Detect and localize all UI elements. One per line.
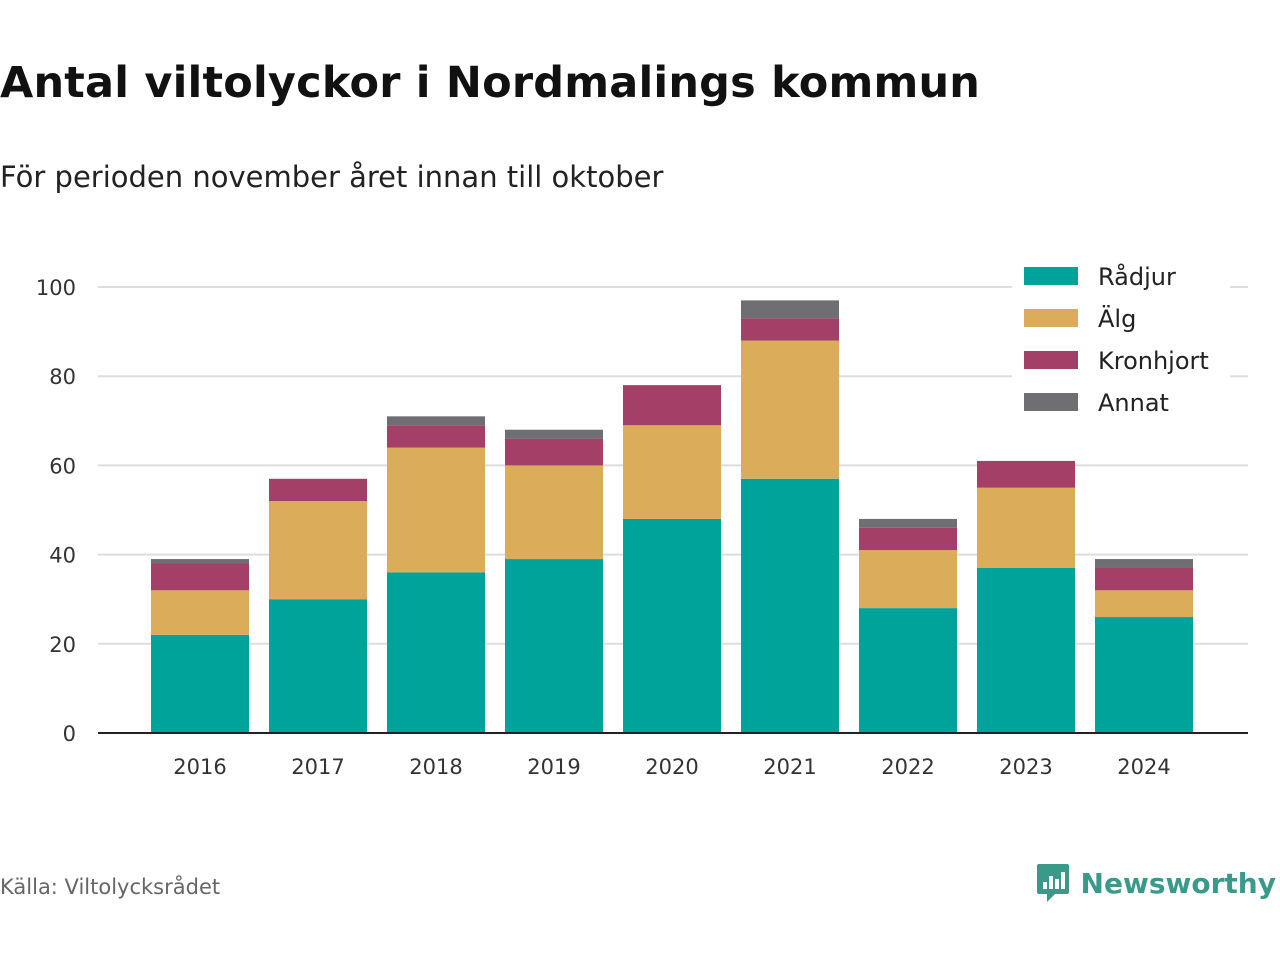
- bar-2016-rådjur: [151, 634, 249, 733]
- y-tick-label: 80: [49, 365, 76, 389]
- x-tick-label: 2017: [291, 755, 344, 779]
- y-tick-label: 100: [36, 276, 76, 300]
- bar-2022-annat: [859, 518, 957, 528]
- bar-2017-rådjur: [269, 599, 367, 733]
- chart-title: Antal viltolyckor i Nordmalings kommun: [0, 58, 981, 108]
- bar-2024-kronhjort: [1095, 567, 1193, 591]
- y-tick-label: 40: [49, 544, 76, 568]
- legend-label-älg: Älg: [1098, 304, 1136, 333]
- legend-swatch-rådjur: [1024, 267, 1078, 285]
- y-axis-ticks: 0 20 40 60 80 100: [36, 276, 76, 746]
- x-tick-label: 2023: [999, 755, 1052, 779]
- x-tick-label: 2022: [881, 755, 934, 779]
- y-tick-label: 60: [49, 454, 76, 478]
- bar-2021-rådjur: [741, 478, 839, 733]
- bar-2019-kronhjort: [505, 438, 603, 466]
- bar-2016-älg: [151, 590, 249, 635]
- bar-2018-rådjur: [387, 572, 485, 733]
- bar-2024-älg: [1095, 590, 1193, 618]
- legend-swatch-älg: [1024, 309, 1078, 327]
- y-tick-label: 0: [63, 722, 76, 746]
- x-tick-label: 2016: [173, 755, 226, 779]
- bar-2024-annat: [1095, 559, 1193, 568]
- legend-swatch-kronhjort: [1024, 351, 1078, 369]
- legend-label-annat: Annat: [1098, 389, 1169, 417]
- bar-2019-älg: [505, 465, 603, 560]
- brand-logo: Newsworthy: [1035, 862, 1276, 904]
- bar-2022-älg: [859, 550, 957, 609]
- bar-2020-älg: [623, 425, 721, 519]
- x-axis-ticks: 2016 2017 2018 2019 2020 2021 2022 2023 2024: [173, 755, 1170, 779]
- bar-2023-rådjur: [977, 567, 1075, 733]
- bar-2018-annat: [387, 416, 485, 426]
- bar-2020-rådjur: [623, 518, 721, 733]
- x-tick-label: 2020: [645, 755, 698, 779]
- bar-2016-annat: [151, 559, 249, 564]
- bar-2021-älg: [741, 340, 839, 479]
- bar-2021-annat: [741, 300, 839, 319]
- y-tick-label: 20: [49, 633, 76, 657]
- legend-label-kronhjort: Kronhjort: [1098, 347, 1209, 375]
- bar-2022-kronhjort: [859, 527, 957, 551]
- newsworthy-icon: [1036, 864, 1069, 902]
- bar-2019-rådjur: [505, 559, 603, 733]
- legend-label-rådjur: Rådjur: [1098, 262, 1176, 291]
- bar-2020-kronhjort: [623, 385, 721, 426]
- bar-2018-älg: [387, 447, 485, 573]
- legend-swatch-annat: [1024, 393, 1078, 411]
- bar-2022-rådjur: [859, 608, 957, 733]
- bar-2021-kronhjort: [741, 318, 839, 341]
- source-note: Källa: Viltolycksrådet: [0, 875, 221, 899]
- x-tick-label: 2018: [409, 755, 462, 779]
- x-tick-label: 2021: [763, 755, 816, 779]
- chart-subtitle: För perioden november året innan till ok…: [0, 160, 664, 194]
- stacked-bar-chart: 0 20 40 60 80 100 2016 2017 2018 2019 2020 2021 202…: [35, 254, 1248, 779]
- bar-2019-annat: [505, 429, 603, 439]
- bars: [151, 300, 1193, 733]
- legend: Rådjur Älg Kronhjort Annat: [1012, 254, 1230, 429]
- x-tick-label: 2024: [1117, 755, 1170, 779]
- brand-name: Newsworthy: [1080, 866, 1276, 900]
- bar-2017-älg: [269, 501, 367, 600]
- bar-2023-kronhjort: [977, 460, 1075, 488]
- bar-2018-kronhjort: [387, 425, 485, 448]
- bar-2017-kronhjort: [269, 478, 367, 502]
- bar-2023-älg: [977, 487, 1075, 568]
- bar-2016-kronhjort: [151, 563, 249, 591]
- x-tick-label: 2019: [527, 755, 580, 779]
- bar-2024-rådjur: [1095, 617, 1193, 733]
